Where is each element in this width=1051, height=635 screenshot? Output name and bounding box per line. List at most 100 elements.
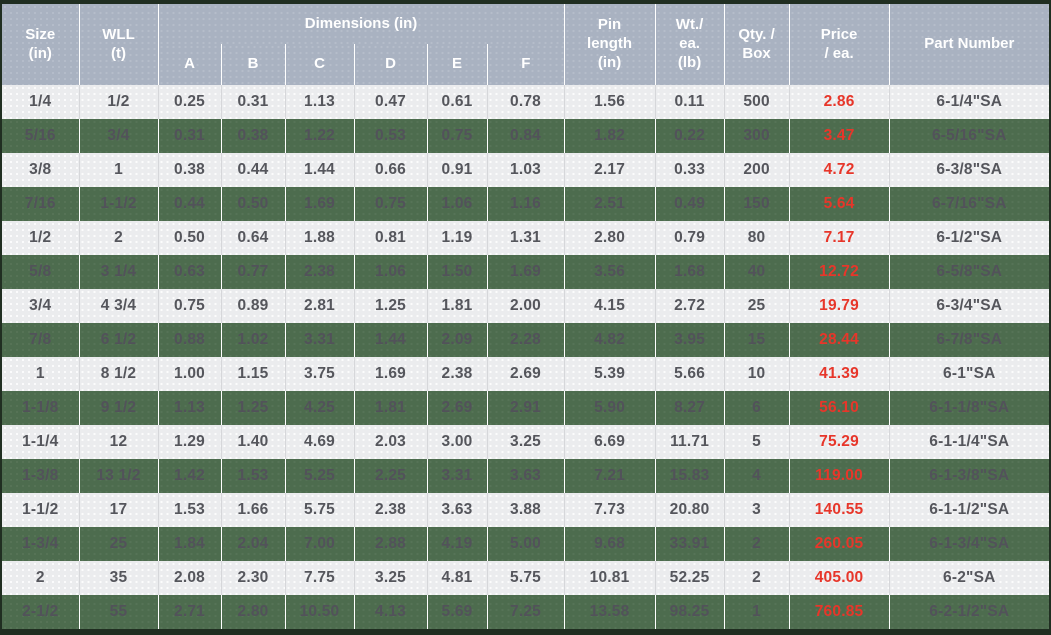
cell-dim_c: 2.81 [285,289,355,323]
cell-price_ea: 19.79 [789,289,890,323]
table-row: 1/4 1/2 0.25 0.31 1.13 0.47 0.61 0.78 1.56 0.11 50… [2,85,1050,119]
cell-wll_t: 13 1/2 [79,459,159,493]
cell-pin_length_in: 10.81 [564,561,656,595]
col-header-dim-c: C [285,44,355,85]
cell-dim_a: 1.84 [158,527,222,561]
cell-pin_length_in: 2.51 [564,187,656,221]
col-header-dim-a: A [158,44,222,85]
table-row: 1-3/4 25 1.84 2.04 7.00 2.88 4.19 5.00 9.68 33.91… [2,527,1050,561]
cell-dim_e: 2.38 [427,357,488,391]
cell-dim_c: 2.38 [285,255,355,289]
cell-price_ea: 2.86 [789,85,890,119]
cell-pin_length_in: 9.68 [564,527,656,561]
cell-pin_length_in: 2.80 [564,221,656,255]
cell-dim_d: 0.81 [354,221,428,255]
cell-price_ea: 5.64 [789,187,890,221]
table-body: 1/4 1/2 0.25 0.31 1.13 0.47 0.61 0.78 1.56 0.11 50… [2,85,1050,629]
cell-dim_c: 1.13 [285,85,355,119]
cell-dim_d: 0.66 [354,153,428,187]
cell-dim_b: 1.15 [221,357,286,391]
table-row: 1/2 2 0.50 0.64 1.88 0.81 1.19 1.31 2.80 0.79 80 7.… [2,221,1050,255]
cell-part_number: 6-1/2"SA [889,221,1050,255]
cell-part_number: 6-1-1/4"SA [889,425,1050,459]
cell-dim_c: 4.25 [285,391,355,425]
cell-qty_box: 6 [724,391,790,425]
cell-wt_ea_lb: 15.83 [655,459,725,493]
cell-dim_b: 2.30 [221,561,286,595]
cell-wt_ea_lb: 98.25 [655,595,725,629]
cell-dim_b: 1.25 [221,391,286,425]
cell-dim_c: 7.75 [285,561,355,595]
cell-price_ea: 7.17 [789,221,890,255]
cell-qty_box: 2 [724,527,790,561]
table-row: 7/16 1-1/2 0.44 0.50 1.69 0.75 1.06 1.16 2.51 0.4… [2,187,1050,221]
col-header-pin-length: Pin length (in) [564,4,656,85]
cell-part_number: 6-1-1/2"SA [889,493,1050,527]
cell-dim_b: 2.04 [221,527,286,561]
cell-size_in: 5/16 [2,119,80,153]
cell-dim_b: 0.77 [221,255,286,289]
cell-dim_e: 4.19 [427,527,488,561]
cell-wll_t: 3/4 [79,119,159,153]
cell-size_in: 3/4 [2,289,80,323]
cell-wt_ea_lb: 0.79 [655,221,725,255]
cell-qty_box: 1 [724,595,790,629]
cell-wll_t: 8 1/2 [79,357,159,391]
cell-dim_b: 0.38 [221,119,286,153]
cell-qty_box: 2 [724,561,790,595]
cell-size_in: 1/4 [2,85,80,119]
cell-dim_c: 4.69 [285,425,355,459]
cell-dim_e: 3.63 [427,493,488,527]
cell-wll_t: 4 3/4 [79,289,159,323]
cell-dim_b: 0.31 [221,85,286,119]
cell-qty_box: 40 [724,255,790,289]
cell-dim_d: 4.13 [354,595,428,629]
cell-dim_b: 2.80 [221,595,286,629]
cell-dim_d: 2.88 [354,527,428,561]
cell-wt_ea_lb: 52.25 [655,561,725,595]
cell-dim_d: 0.53 [354,119,428,153]
cell-dim_e: 1.06 [427,187,488,221]
shackle-spec-table: Size (in) WLL (t) Dimensions (in) Pin le… [2,4,1050,629]
cell-dim_c: 7.00 [285,527,355,561]
table-row: 2-1/2 55 2.71 2.80 10.50 4.13 5.69 7.25 13.58 98.… [2,595,1050,629]
cell-dim_f: 2.28 [487,323,565,357]
table-row: 1-1/4 12 1.29 1.40 4.69 2.03 3.00 3.25 6.69 11.71… [2,425,1050,459]
cell-pin_length_in: 7.21 [564,459,656,493]
cell-qty_box: 3 [724,493,790,527]
cell-dim_d: 2.03 [354,425,428,459]
cell-size_in: 1-1/4 [2,425,80,459]
cell-size_in: 1-1/2 [2,493,80,527]
table-row: 2 35 2.08 2.30 7.75 3.25 4.81 5.75 10.81 52.25 2 40… [2,561,1050,595]
cell-price_ea: 56.10 [789,391,890,425]
cell-dim_a: 1.29 [158,425,222,459]
cell-part_number: 6-2"SA [889,561,1050,595]
cell-dim_a: 0.31 [158,119,222,153]
cell-dim_c: 5.25 [285,459,355,493]
cell-dim_a: 0.63 [158,255,222,289]
cell-dim_e: 0.61 [427,85,488,119]
cell-part_number: 6-7/16"SA [889,187,1050,221]
cell-dim_a: 0.75 [158,289,222,323]
cell-dim_f: 3.63 [487,459,565,493]
cell-dim_f: 3.88 [487,493,565,527]
cell-dim_c: 1.44 [285,153,355,187]
cell-pin_length_in: 5.39 [564,357,656,391]
cell-wll_t: 2 [79,221,159,255]
cell-wll_t: 55 [79,595,159,629]
cell-wll_t: 12 [79,425,159,459]
cell-dim_f: 2.00 [487,289,565,323]
col-header-dim-d: D [354,44,428,85]
cell-dim_a: 0.50 [158,221,222,255]
cell-dim_e: 0.91 [427,153,488,187]
cell-dim_a: 2.08 [158,561,222,595]
cell-dim_d: 3.25 [354,561,428,595]
col-header-part-number: Part Number [889,4,1050,85]
cell-part_number: 6-5/8"SA [889,255,1050,289]
cell-pin_length_in: 7.73 [564,493,656,527]
cell-pin_length_in: 1.56 [564,85,656,119]
cell-dim_f: 7.25 [487,595,565,629]
cell-wt_ea_lb: 3.95 [655,323,725,357]
